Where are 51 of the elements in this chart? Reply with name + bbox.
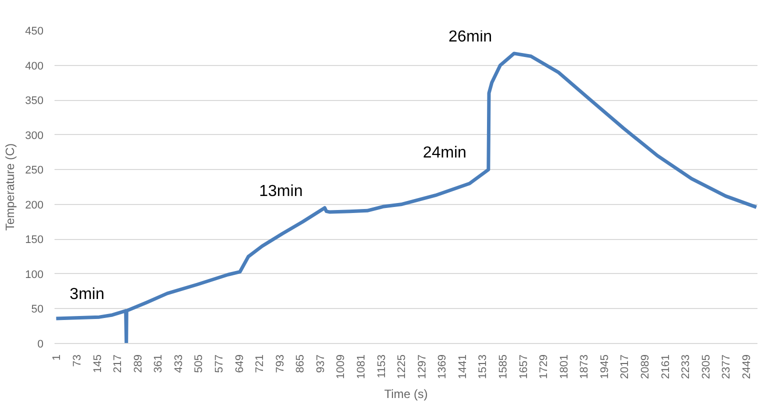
- x-tick-label: 2089: [640, 354, 652, 379]
- y-tick-label: 450: [25, 26, 44, 38]
- x-tick-label: 73: [71, 354, 84, 367]
- x-tick-label: 577: [213, 354, 226, 373]
- y-tick-label: 200: [25, 199, 44, 212]
- y-tick-label: 150: [25, 234, 44, 246]
- y-tick-label: 250: [25, 164, 44, 177]
- x-tick-label: 217: [112, 354, 124, 373]
- x-tick-label: 1153: [376, 354, 388, 378]
- line-series: [54, 52, 758, 344]
- x-tick-label: 1369: [436, 354, 449, 379]
- x-tick-label: 1513: [477, 354, 490, 379]
- x-tick-label: 1585: [498, 354, 510, 379]
- y-tick-label: 300: [25, 130, 44, 142]
- x-axis-title: Time (s): [384, 386, 428, 401]
- x-tick-label: 1: [51, 354, 64, 361]
- x-tick-label: 1225: [396, 354, 408, 379]
- x-tick-label: 793: [274, 354, 286, 373]
- x-tick-label: 1801: [558, 354, 570, 379]
- x-tick-label: 721: [254, 354, 266, 373]
- annotation: 24min: [422, 144, 466, 162]
- x-tick-label: 2305: [700, 354, 712, 379]
- x-tick-label: 2233: [680, 354, 692, 379]
- annotation: 13min: [259, 182, 303, 200]
- x-tick-label: 937: [314, 354, 327, 373]
- x-tick-label: 2377: [720, 354, 733, 379]
- y-axis-title: Temperature (C): [3, 143, 18, 231]
- x-tick-label: 145: [92, 354, 104, 373]
- x-tick-label: 433: [172, 354, 185, 373]
- x-tick-label: 1009: [335, 354, 348, 379]
- y-tick-label: 100: [25, 268, 44, 281]
- x-tick-label: 1657: [518, 354, 530, 379]
- x-tick-label: 2017: [619, 354, 632, 379]
- y-tick-label: 350: [25, 95, 44, 108]
- x-tick-label: 1873: [578, 354, 591, 379]
- y-tick-label: 50: [31, 304, 44, 316]
- annotation: 3min: [70, 286, 104, 303]
- x-tick-label: 361: [152, 354, 165, 373]
- x-tick-label: 289: [132, 354, 144, 373]
- x-tick-label: 1945: [598, 354, 611, 379]
- x-tick-label: 1441: [456, 354, 469, 379]
- x-tick-label: 2449: [740, 354, 753, 379]
- x-tick-label: 505: [193, 354, 206, 373]
- x-tick-label: 649: [234, 354, 246, 373]
- y-tick-label: 400: [25, 60, 44, 72]
- x-tick-label: 1297: [416, 354, 428, 379]
- x-tick-label: 2161: [660, 354, 672, 379]
- x-tick-label: 865: [294, 354, 307, 373]
- y-tick-label: 0: [37, 338, 44, 350]
- x-tick-label: 1729: [538, 354, 550, 379]
- x-tick-label: 1081: [355, 354, 368, 379]
